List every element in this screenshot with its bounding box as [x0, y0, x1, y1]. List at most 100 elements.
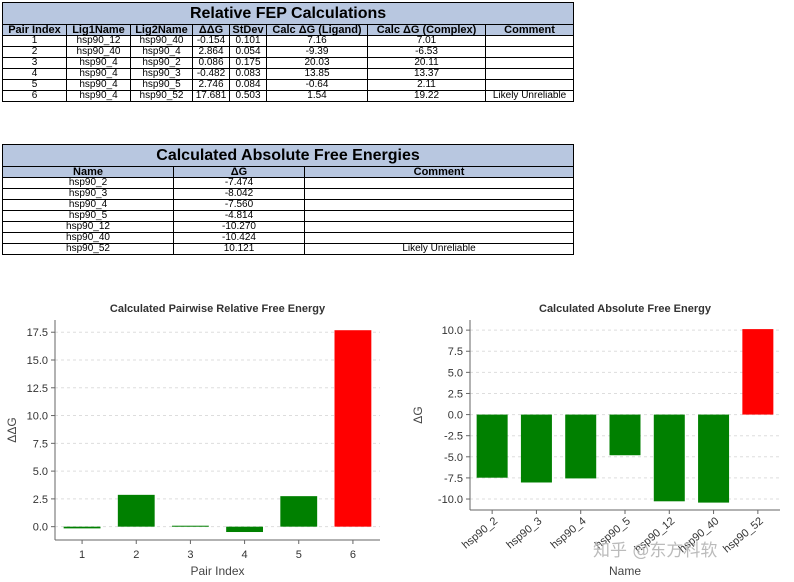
- fep-cell: -0.64: [266, 79, 368, 91]
- abs-cell: hsp90_12: [2, 221, 174, 233]
- fep-cell: -0.154: [192, 35, 230, 47]
- fep-row: 2 hsp90_40 hsp90_4 2.864 0.054 -9.39 -6.53: [2, 46, 575, 58]
- abs-cell: -7.560: [173, 199, 305, 211]
- y-tick-label: 12.5: [27, 383, 48, 395]
- fep-cell: hsp90_12: [66, 35, 131, 47]
- fep-cell: 5: [2, 79, 67, 91]
- fep-header-row: Pair Index Lig1Name Lig2Name ΔΔG StDev Calc Δ…: [2, 24, 575, 36]
- fep-row: 1 hsp90_12 hsp90_40 -0.154 0.101 7.16 7.01: [2, 35, 575, 47]
- x-tick-label: hsp90_2: [460, 515, 500, 551]
- fep-cell: 0.101: [229, 35, 267, 47]
- abs-cell: [303, 199, 575, 211]
- fep-cell: hsp90_3: [130, 68, 193, 80]
- fep-table-title: Relative FEP Calculations: [1, 2, 575, 25]
- relative-energy-chart: Calculated Pairwise Relative Free Energy…: [5, 303, 380, 578]
- y-tick-label: 5.0: [33, 466, 48, 478]
- bar: [742, 329, 774, 415]
- fep-header-cell: Calc ΔG (Complex): [367, 24, 486, 36]
- fep-cell: 13.37: [367, 68, 486, 80]
- abs-row: hsp90_40 -10.424: [2, 232, 575, 244]
- abs-cell: -10.424: [173, 232, 305, 244]
- abs-cell: -4.814: [173, 210, 305, 222]
- fep-cell: 7.01: [367, 35, 486, 47]
- bar: [653, 414, 685, 502]
- abs-cell: hsp90_3: [2, 188, 174, 200]
- abs-cell: [303, 232, 575, 244]
- fep-cell: 4: [2, 68, 67, 80]
- y-tick-label: -5.0: [444, 452, 463, 464]
- y-tick-label: 10.0: [442, 325, 463, 337]
- fep-cell: 2.746: [192, 79, 230, 91]
- abs-table-title: Calculated Absolute Free Energies: [1, 144, 575, 167]
- fep-cell: 1.54: [266, 90, 368, 102]
- fep-cell: hsp90_4: [66, 57, 131, 69]
- fep-cell: 20.11: [367, 57, 486, 69]
- abs-cell: -8.042: [173, 188, 305, 200]
- fep-cell: hsp90_40: [66, 46, 131, 58]
- abs-header-cell: ΔG: [173, 166, 305, 178]
- abs-cell: -7.474: [173, 177, 305, 189]
- bar: [63, 526, 101, 529]
- y-tick-label: 17.5: [27, 327, 48, 339]
- x-tick-label: 3: [187, 549, 193, 561]
- fep-cell: 1: [2, 35, 67, 47]
- bar: [698, 414, 730, 503]
- fep-row: 5 hsp90_4 hsp90_5 2.746 0.084 -0.64 2.11: [2, 79, 575, 91]
- fep-header-cell: Comment: [484, 24, 575, 36]
- y-tick-label: 15.0: [27, 355, 48, 367]
- x-tick-label: 6: [350, 549, 356, 561]
- abs-cell: [303, 221, 575, 233]
- fep-cell: 0.083: [229, 68, 267, 80]
- fep-cell: hsp90_2: [130, 57, 193, 69]
- abs-row: hsp90_12 -10.270: [2, 221, 575, 233]
- bar: [226, 526, 263, 533]
- bar: [172, 525, 209, 527]
- fep-cell: [484, 57, 575, 69]
- abs-cell: hsp90_2: [2, 177, 174, 189]
- fep-cell: 19.22: [367, 90, 486, 102]
- abs-row: hsp90_5 -4.814: [2, 210, 575, 222]
- watermark: 知乎 @东方科软: [593, 541, 718, 561]
- abs-row: hsp90_3 -8.042: [2, 188, 575, 200]
- fep-cell: 2.11: [367, 79, 486, 91]
- fep-cell: hsp90_40: [130, 35, 193, 47]
- bar: [565, 414, 597, 479]
- fep-cell: 0.054: [229, 46, 267, 58]
- fep-header-cell: Calc ΔG (Ligand): [266, 24, 368, 36]
- abs-row: hsp90_4 -7.560: [2, 199, 575, 211]
- x-tick-label: hsp90_3: [504, 515, 544, 551]
- y-tick-label: 0.0: [33, 522, 48, 534]
- chart-title: Calculated Pairwise Relative Free Energy: [110, 303, 326, 315]
- fep-cell: hsp90_4: [66, 68, 131, 80]
- abs-header-cell: Comment: [303, 166, 575, 178]
- fep-cell: hsp90_4: [130, 46, 193, 58]
- y-tick-label: -10.0: [438, 494, 463, 506]
- fep-cell: 2: [2, 46, 67, 58]
- fep-cell: hsp90_5: [130, 79, 193, 91]
- y-axis-label: ΔG: [411, 406, 425, 423]
- fep-cell: 6: [2, 90, 67, 102]
- x-axis-label: Pair Index: [190, 564, 244, 578]
- y-tick-label: 2.5: [33, 494, 48, 506]
- abs-header-row: Name ΔG Comment: [2, 166, 575, 178]
- fep-cell: 17.681: [192, 90, 230, 102]
- fep-cell: -6.53: [367, 46, 486, 58]
- absolute-energies-table: Calculated Absolute Free Energies Name ΔG…: [1, 144, 575, 255]
- bar: [520, 414, 552, 483]
- bar: [476, 414, 508, 478]
- fep-header-cell: ΔΔG: [192, 24, 230, 36]
- x-tick-label: hsp90_4: [549, 515, 589, 551]
- fep-cell: [484, 68, 575, 80]
- fep-cell: [484, 79, 575, 91]
- abs-cell: hsp90_5: [2, 210, 174, 222]
- fep-cell: [484, 46, 575, 58]
- abs-cell: [303, 177, 575, 189]
- y-tick-label: 10.0: [27, 411, 48, 423]
- fep-cell: 0.503: [229, 90, 267, 102]
- abs-cell: [303, 210, 575, 222]
- x-tick-label: 2: [133, 549, 139, 561]
- fep-cell: 20.03: [266, 57, 368, 69]
- chart-title: Calculated Absolute Free Energy: [539, 303, 712, 315]
- y-tick-label: -2.5: [444, 431, 463, 443]
- x-tick-label: 1: [79, 549, 85, 561]
